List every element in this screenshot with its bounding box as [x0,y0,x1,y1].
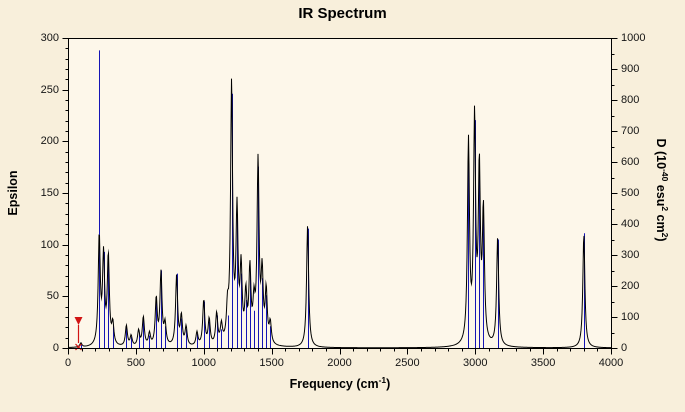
dipole-strength-axis-label: D (10-40 esu2 cm2) [654,138,670,241]
frequency-axis-label: Frequency (cm-1) [290,375,391,391]
dipole-label-part: esu [653,181,668,207]
dipole-label-exponent: -40 [660,169,671,182]
frequency-label-part: ) [386,377,391,392]
frequency-label-part: Frequency (cm [289,377,379,392]
frequency-label-exponent: -1 [378,375,387,385]
chart-title: IR Spectrum [298,5,387,22]
dipole-label-part: D (10 [653,138,668,170]
epsilon-axis-label: Epsilon [6,170,20,216]
dipole-label-part: ) [653,237,668,242]
dipole-label-part: cm [653,211,668,233]
